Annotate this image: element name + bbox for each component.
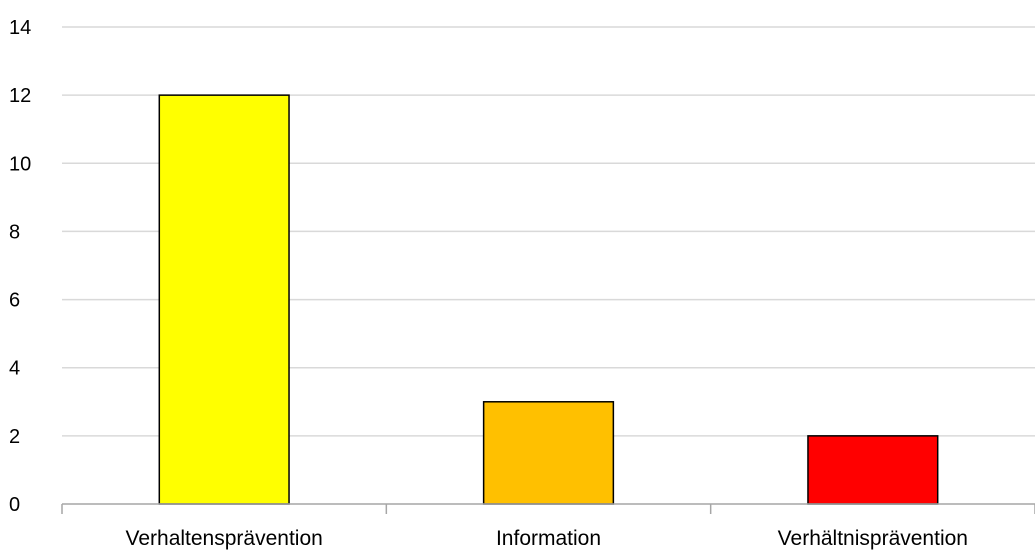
y-tick-labels: 0 2 4 6 8 10 14 12 (9, 17, 31, 516)
y-tick-label: 6 (9, 290, 20, 312)
y-tick-label: 4 (9, 358, 20, 380)
x-category-label: Information (496, 527, 601, 550)
y-tick-label: 10 (9, 153, 31, 175)
y-tick-label: 2 (9, 426, 20, 448)
y-tick-label: 8 (9, 221, 20, 243)
bar-2 (482, 401, 615, 505)
y-tick-label: 14 (9, 17, 31, 39)
bar-3 (807, 435, 939, 505)
bar-1 (158, 94, 290, 505)
x-tick-labels: Verhaltensprävention Information Verhältni… (126, 527, 968, 550)
x-axis (61, 503, 1035, 514)
x-category-label: Verhältnisprävention (778, 527, 968, 550)
y-tick-label: 12 (9, 85, 31, 107)
y-tick-label: 0 (9, 494, 20, 516)
x-category-label: Verhaltensprävention (126, 527, 323, 550)
